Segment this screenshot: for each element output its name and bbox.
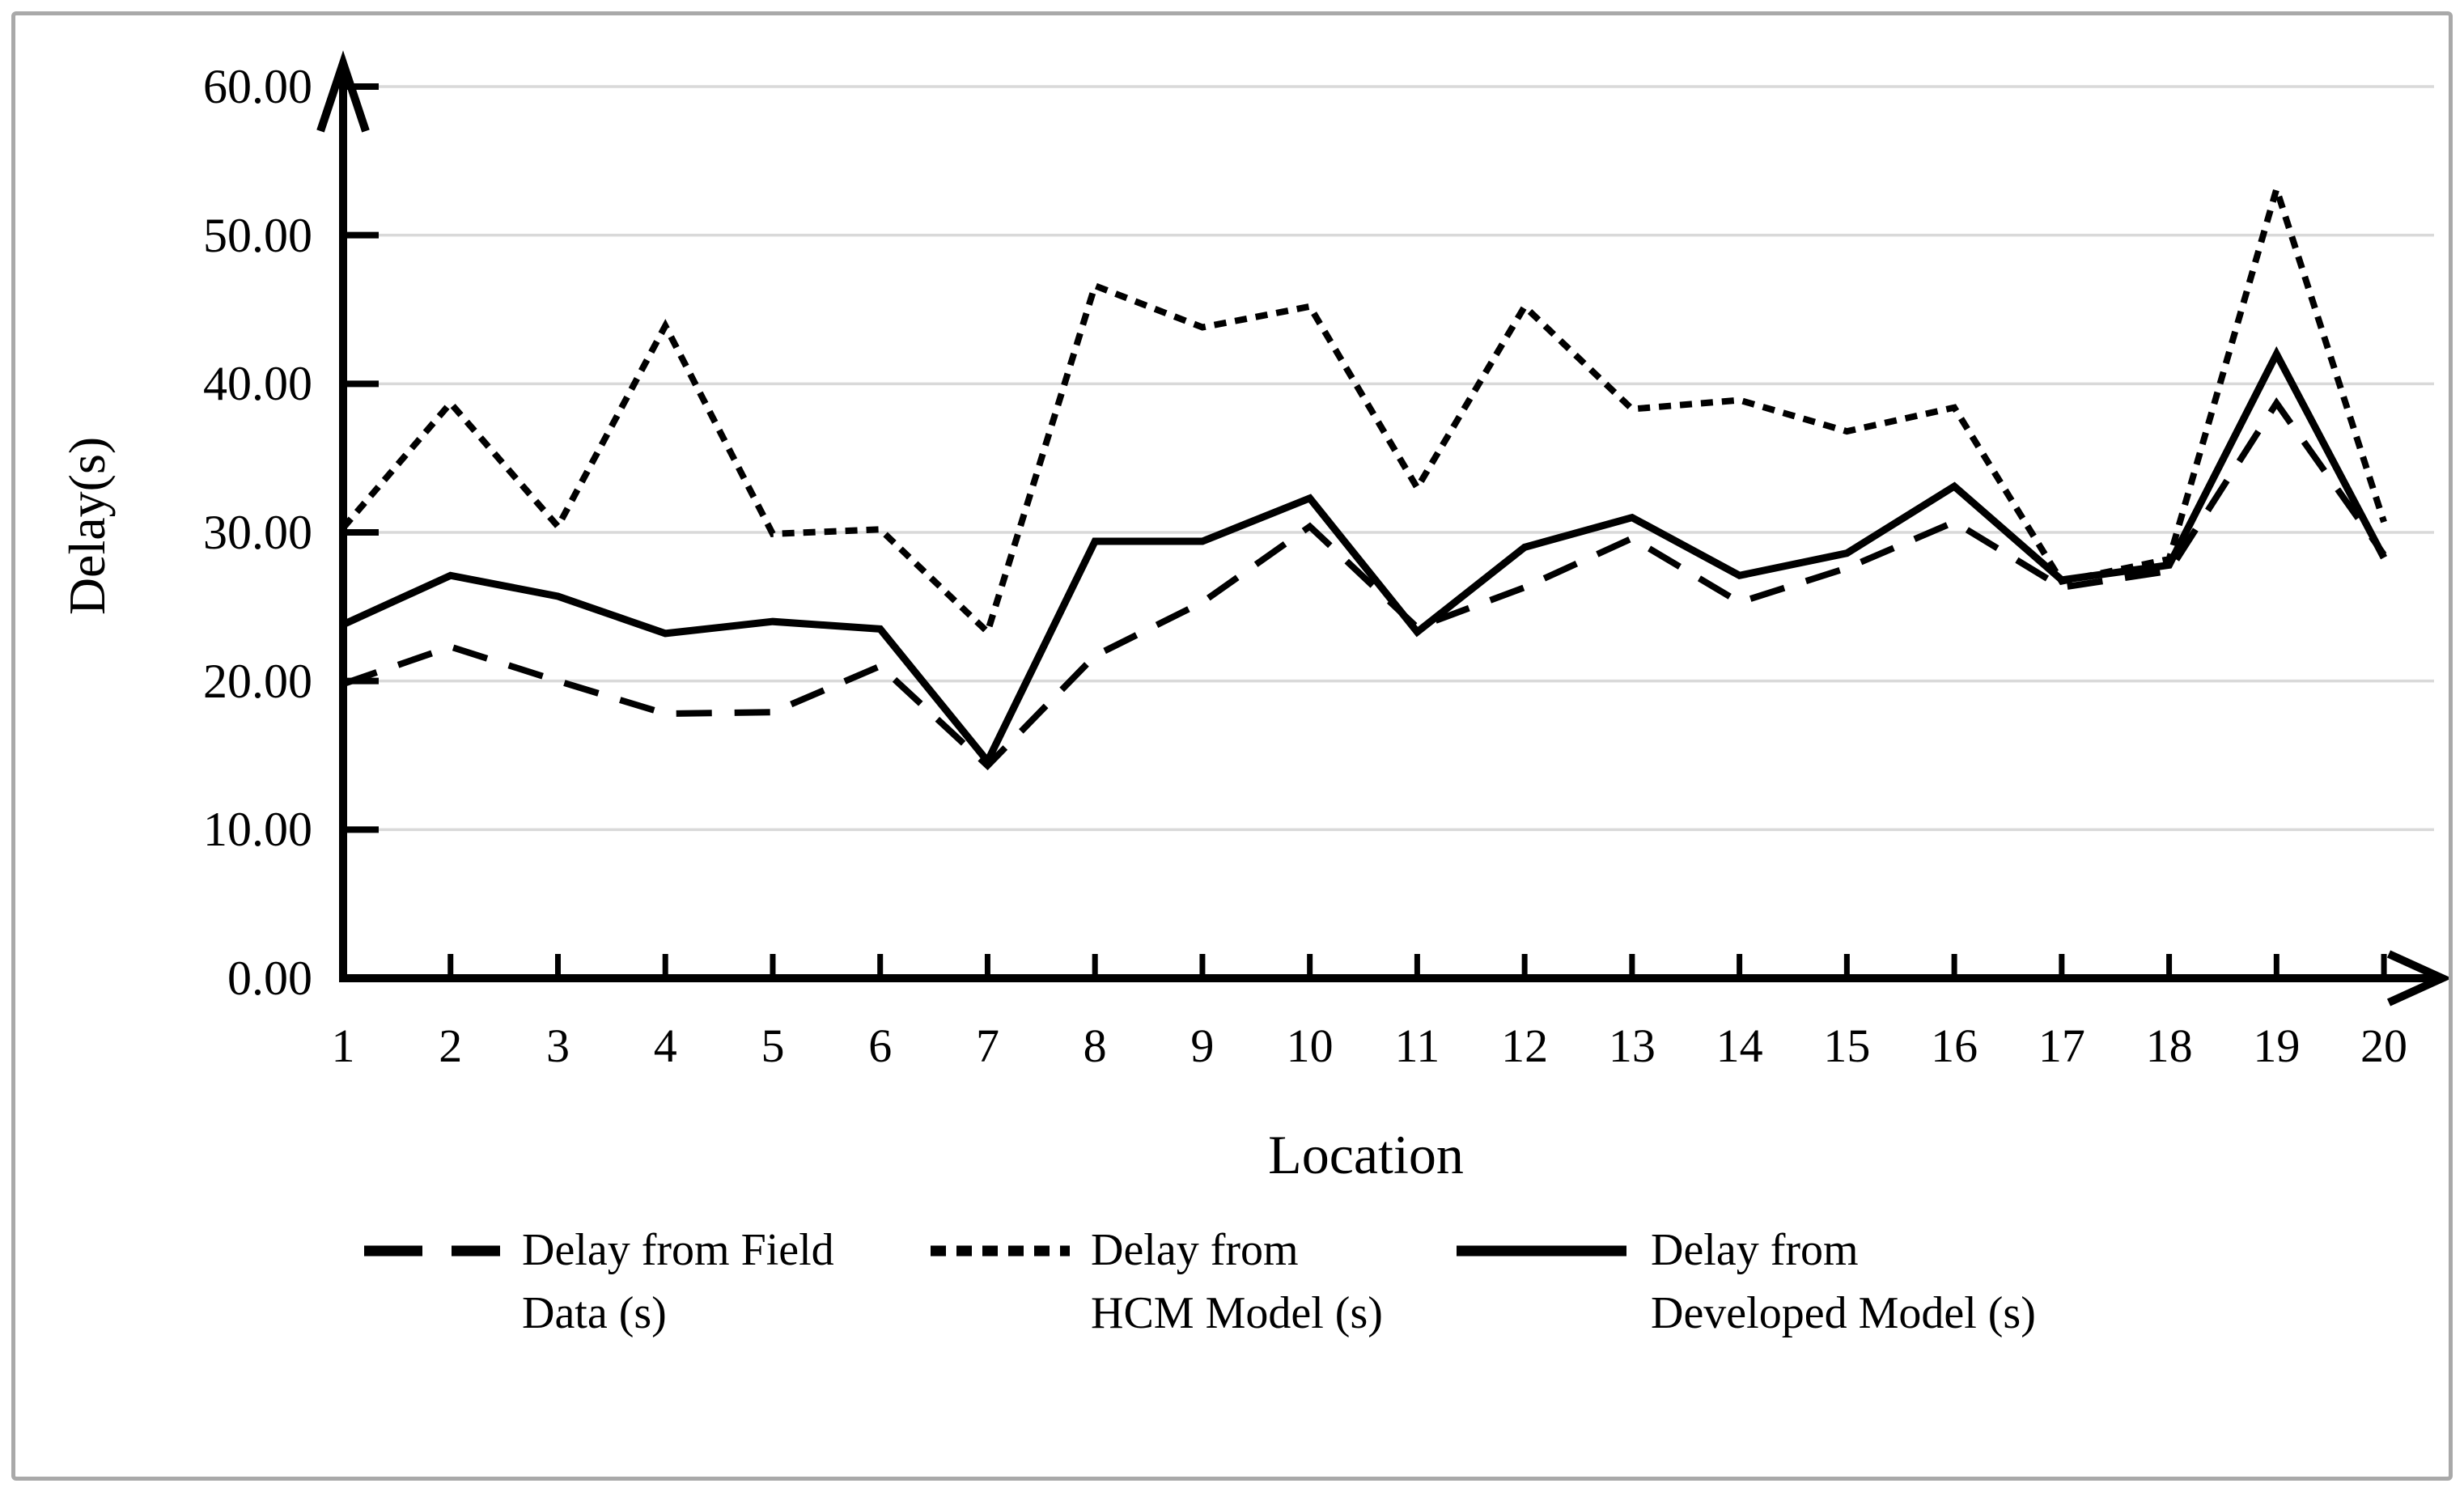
x-tick-label: 18 [2145,1019,2193,1072]
x-tick-label: 11 [1394,1019,1440,1072]
x-tick-label: 5 [761,1019,785,1072]
y-tick-label: 50.00 [203,208,312,262]
legend-label: Delay from HCM Model (s) [1091,1225,1383,1338]
x-tick-label: 1 [331,1019,355,1072]
x-tick-label: 4 [653,1019,677,1072]
x-tick-label: 2 [439,1019,463,1072]
x-tick-label: 16 [1931,1019,1978,1072]
x-tick-label: 13 [1608,1019,1656,1072]
x-tick-label: 12 [1501,1019,1549,1072]
series-line-solid [341,345,2388,769]
y-tick-label: 60.00 [203,60,312,113]
y-tick-label: 20.00 [203,654,312,708]
x-tick-label: 17 [2038,1019,2085,1072]
series-line-short-dash [340,178,2387,638]
y-tick-label: 10.00 [203,803,312,857]
x-axis-title: Location [1268,1124,1464,1185]
x-axis-arrowhead [2386,950,2453,1007]
x-tick-label: 9 [1190,1019,1215,1072]
y-tick-label: 40.00 [203,357,312,411]
series-line-long-dash [341,397,2387,770]
x-tick-label: 19 [2253,1019,2301,1072]
x-tick-label: 6 [868,1019,893,1072]
y-tick-label: 30.00 [203,506,312,559]
legend-label: Delay from Field Data (s) [522,1225,834,1338]
x-tick-label: 10 [1286,1019,1334,1072]
x-tick-label: 14 [1715,1019,1763,1072]
legend-label: Delay from Developed Model (s) [1651,1225,2036,1338]
x-tick-label: 20 [2360,1019,2408,1072]
x-tick-label: 3 [545,1019,570,1072]
x-tick-label: 15 [1823,1019,1871,1072]
y-tick-label: 0.00 [227,952,312,1005]
y-axis-arrowhead [316,50,370,133]
x-tick-label: 8 [1083,1019,1107,1072]
x-tick-label: 7 [975,1019,999,1072]
